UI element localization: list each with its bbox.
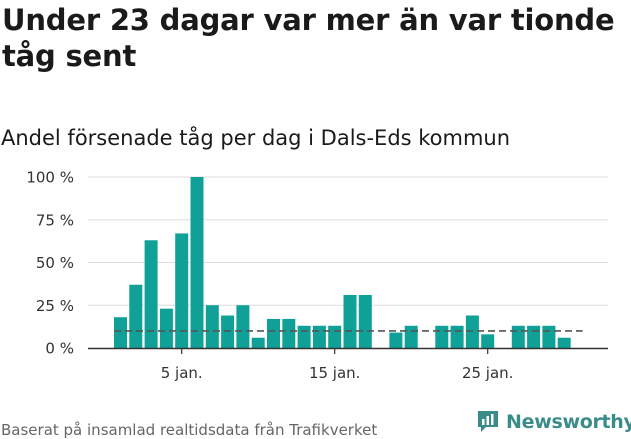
y-tick-label: 50 %	[36, 254, 74, 272]
bar	[450, 325, 464, 348]
x-axis	[88, 347, 608, 354]
bar	[465, 315, 479, 348]
bar	[557, 337, 571, 348]
bar	[358, 294, 372, 348]
bar	[251, 337, 265, 348]
bar	[343, 294, 357, 348]
x-axis-labels: 5 jan. 15 jan. 25 jan.	[161, 364, 514, 382]
newsworthy-logo-icon	[478, 411, 498, 432]
bar	[404, 325, 418, 348]
bar	[144, 240, 158, 348]
bar	[205, 305, 219, 348]
bar	[190, 177, 204, 348]
bar	[481, 334, 495, 348]
y-tick-label: 75 %	[36, 211, 74, 229]
chart-subtitle: Andel försenade tåg per dag i Dals-Eds k…	[1, 126, 511, 150]
bar	[129, 284, 143, 348]
y-axis-labels: 0 % 25 % 50 % 75 % 100 %	[26, 169, 74, 358]
chart-title: Under 23 dagar var mer än var tionde tåg…	[2, 3, 615, 73]
source-note: Baserat på insamlad realtidsdata från Tr…	[1, 421, 378, 439]
bars	[114, 177, 571, 348]
bar	[328, 325, 342, 348]
bar	[312, 325, 326, 348]
bar	[175, 233, 189, 348]
bar	[267, 318, 280, 348]
bar	[114, 317, 127, 348]
y-tick-label: 25 %	[36, 297, 74, 315]
bar	[542, 325, 556, 348]
y-tick-label: 100 %	[26, 169, 74, 187]
bar	[221, 315, 235, 348]
brand-name: Newsworthy	[506, 411, 631, 433]
bar	[389, 332, 403, 348]
bar	[297, 325, 311, 348]
bar	[435, 325, 449, 348]
bar	[159, 308, 173, 348]
bar	[282, 318, 296, 348]
x-tick-label: 25 jan.	[462, 364, 514, 382]
bar	[527, 325, 541, 348]
bar-chart: 0 % 25 % 50 % 75 % 100 % 5 jan. 15 jan. 25 jan…	[26, 169, 608, 382]
newsworthy-logo: Newsworthy	[476, 408, 631, 436]
x-tick-label: 5 jan.	[161, 364, 203, 382]
x-tick-label: 15 jan.	[309, 364, 361, 382]
y-tick-label: 0 %	[45, 340, 74, 358]
gridlines	[88, 176, 608, 306]
bar	[236, 305, 250, 348]
bar	[511, 325, 525, 348]
